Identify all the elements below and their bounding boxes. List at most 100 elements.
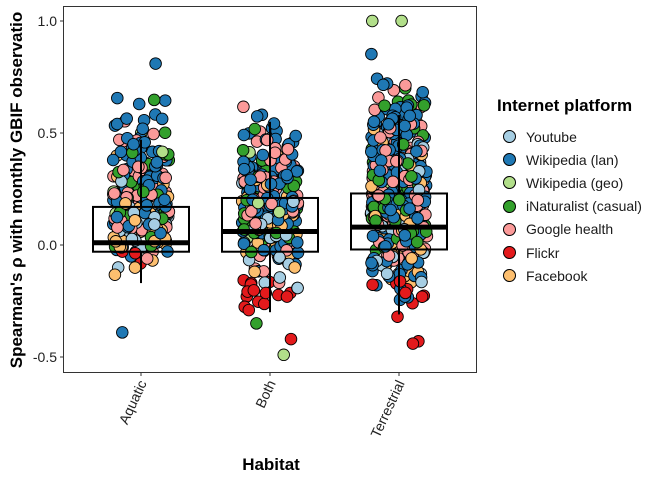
- legend-label: Youtube: [526, 128, 577, 145]
- boxplot-both: [221, 121, 319, 313]
- data-point: [378, 99, 391, 112]
- data-point: [247, 284, 261, 297]
- data-point: [110, 210, 124, 224]
- data-point: [158, 193, 171, 207]
- data-point: [367, 115, 381, 128]
- data-point: [398, 229, 412, 242]
- box-iqr: [92, 205, 190, 253]
- data-point: [273, 205, 286, 219]
- data-point: [237, 100, 250, 114]
- boxes-layer: [92, 115, 448, 315]
- legend-key-swatch: [503, 222, 516, 236]
- data-point: [415, 290, 429, 303]
- data-point: [374, 131, 387, 144]
- data-point: [259, 286, 273, 300]
- data-point: [250, 110, 264, 123]
- x-tick-label: Aquatic: [115, 378, 149, 427]
- legend-item: Youtube: [497, 125, 642, 148]
- data-point: [390, 154, 403, 168]
- data-point: [386, 175, 400, 189]
- data-point: [106, 153, 120, 167]
- legend-label: Facebook: [526, 267, 588, 284]
- x-tick-label: Both: [252, 378, 279, 411]
- data-point: [248, 122, 262, 136]
- data-point: [410, 145, 423, 158]
- data-point: [281, 142, 295, 156]
- data-point: [242, 303, 256, 317]
- data-point: [147, 93, 161, 107]
- data-point: [365, 256, 378, 270]
- data-point: [277, 348, 290, 362]
- data-point: [406, 337, 420, 350]
- data-point: [128, 261, 142, 274]
- y-tick-label: -0.5: [33, 349, 57, 365]
- legend-key-swatch: [503, 153, 516, 167]
- data-point: [132, 160, 145, 174]
- data-point: [128, 246, 142, 260]
- data-point: [156, 145, 169, 159]
- legend-label: Wikipedia (geo): [526, 174, 624, 191]
- y-tick-label: 0.0: [38, 237, 58, 253]
- legend-item: Wikipedia (lan): [497, 148, 642, 171]
- data-point: [366, 14, 379, 28]
- data-point: [288, 261, 301, 274]
- legend-label: Google health: [526, 221, 614, 238]
- data-point: [158, 126, 172, 139]
- data-point: [257, 243, 271, 257]
- data-point: [250, 317, 263, 330]
- data-point: [154, 226, 167, 240]
- legend-key-swatch: [503, 130, 516, 144]
- data-point: [111, 91, 124, 105]
- data-point: [140, 252, 154, 265]
- data-point: [365, 47, 378, 61]
- legend-title: Internet platform: [497, 96, 633, 115]
- data-point: [399, 78, 412, 92]
- points-layer: [106, 14, 434, 362]
- legend-item: Wikipedia (geo): [497, 171, 642, 194]
- data-point: [395, 14, 408, 28]
- data-point: [403, 202, 416, 215]
- data-point: [410, 235, 424, 249]
- data-point: [267, 117, 281, 130]
- data-point: [258, 297, 271, 311]
- data-point: [155, 112, 169, 126]
- x-tick-label: Terrestrial: [367, 378, 407, 440]
- legend-item: iNaturalist (casual): [497, 195, 642, 218]
- data-point: [365, 145, 378, 158]
- data-point: [137, 185, 150, 199]
- legend-key-swatch: [503, 269, 516, 283]
- data-point: [391, 310, 404, 323]
- data-point: [136, 122, 149, 135]
- data-point: [284, 332, 298, 346]
- box-iqr: [221, 196, 319, 253]
- data-point: [127, 137, 140, 151]
- data-point: [159, 171, 172, 185]
- data-point: [280, 168, 293, 182]
- data-point: [140, 199, 154, 212]
- data-point: [132, 97, 146, 111]
- data-point: [149, 57, 162, 70]
- data-point: [291, 281, 304, 295]
- data-point: [377, 78, 390, 92]
- data-point: [280, 290, 294, 303]
- data-point: [393, 193, 406, 207]
- data-point: [248, 265, 261, 279]
- data-point: [260, 133, 274, 147]
- data-point: [417, 99, 431, 112]
- legend-items: Youtube Wikipedia (lan) Wikipedia (geo) iNa…: [497, 125, 642, 287]
- data-point: [405, 170, 418, 183]
- legend-label: Flickr: [526, 244, 560, 261]
- data-point: [128, 214, 142, 227]
- data-point: [373, 164, 387, 178]
- legend-key-swatch: [503, 176, 516, 190]
- data-point: [108, 268, 122, 281]
- data-point: [393, 275, 407, 288]
- y-tick-label: 1.0: [38, 13, 58, 29]
- data-point: [398, 119, 411, 133]
- boxplot-aquatic: [92, 139, 190, 284]
- data-point: [401, 157, 415, 170]
- data-point: [415, 275, 428, 289]
- data-point: [150, 156, 164, 169]
- data-point: [120, 112, 133, 125]
